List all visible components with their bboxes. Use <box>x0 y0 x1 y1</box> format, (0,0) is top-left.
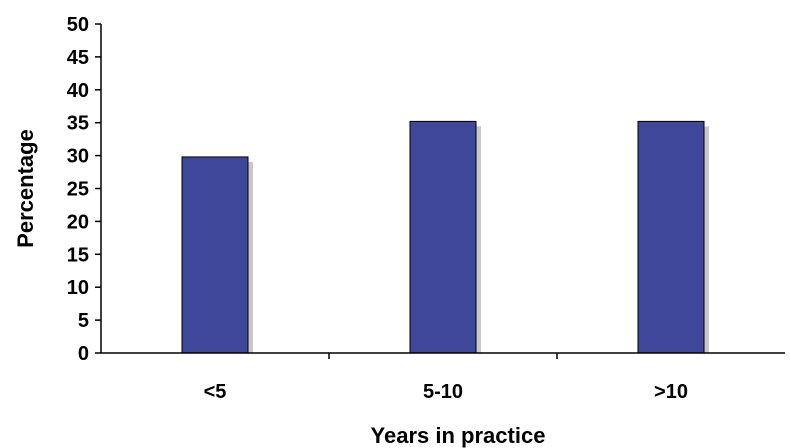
y-tick-label: 10 <box>67 277 89 299</box>
y-tick-label: 35 <box>67 113 89 135</box>
y-tick-label: 30 <box>67 146 89 168</box>
bar-2 <box>409 120 477 354</box>
bar-1 <box>181 156 249 354</box>
y-tick-label: 45 <box>67 47 89 69</box>
x-axis-ticks: <5 5-10 >10 <box>204 353 688 403</box>
y-axis-title: Percentage <box>13 129 38 248</box>
y-tick-label: 25 <box>67 179 89 201</box>
y-tick-label: 5 <box>78 310 89 332</box>
y-tick-label: 40 <box>67 80 89 102</box>
y-tick-label: 20 <box>67 211 89 233</box>
x-tick-label: >10 <box>654 381 688 403</box>
y-tick-label: 50 <box>67 14 89 36</box>
y-tick-label: 15 <box>67 244 89 266</box>
x-tick-label: 5-10 <box>423 381 463 403</box>
x-axis-title: Years in practice <box>371 423 546 448</box>
y-axis-ticks: 0 5 10 15 20 25 30 35 40 45 50 <box>67 14 101 365</box>
bar-3 <box>637 120 705 354</box>
bars <box>181 120 709 354</box>
x-tick-label: <5 <box>204 381 227 403</box>
y-tick-label: 0 <box>78 343 89 365</box>
